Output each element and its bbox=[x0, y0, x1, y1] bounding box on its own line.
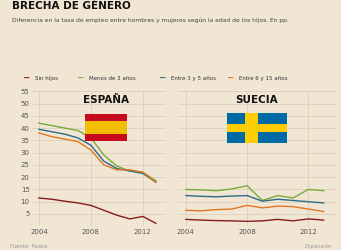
Bar bbox=[245, 113, 258, 142]
Text: Entre 6 y 15 años: Entre 6 y 15 años bbox=[239, 76, 288, 81]
Text: ESPAÑA: ESPAÑA bbox=[83, 95, 129, 106]
Text: Fuente: Fedea: Fuente: Fedea bbox=[10, 244, 48, 249]
Text: Diferencia en la tasa de empleo entre hombres y mujeres según la edad de los hij: Diferencia en la tasa de empleo entre ho… bbox=[12, 18, 289, 23]
Text: —: — bbox=[160, 74, 166, 83]
Text: Sin hijos: Sin hijos bbox=[35, 76, 58, 81]
Text: —: — bbox=[78, 74, 84, 83]
Bar bbox=[85, 121, 128, 134]
Bar bbox=[85, 134, 128, 141]
Bar bbox=[227, 124, 287, 132]
Text: Expansión: Expansión bbox=[305, 243, 332, 249]
Bar bbox=[227, 113, 287, 142]
Text: Entre 3 y 5 años: Entre 3 y 5 años bbox=[171, 76, 216, 81]
Text: Menos de 3 años: Menos de 3 años bbox=[89, 76, 136, 81]
Text: —: — bbox=[24, 74, 29, 83]
Text: BRECHA DE GÉNERO: BRECHA DE GÉNERO bbox=[12, 1, 131, 11]
Text: —: — bbox=[228, 74, 234, 83]
Text: SUECIA: SUECIA bbox=[236, 95, 278, 105]
Bar bbox=[85, 114, 128, 121]
